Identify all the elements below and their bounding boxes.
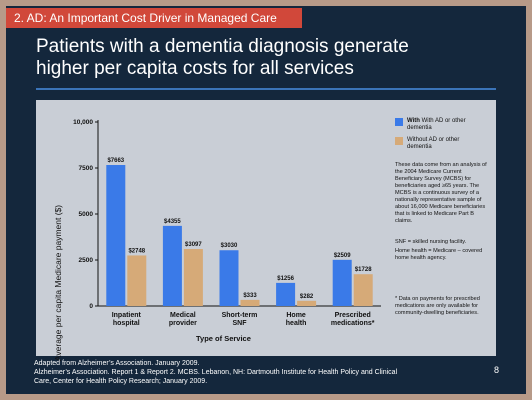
data-label-with-ad: $2509 <box>334 253 351 259</box>
bar-chart: 0 2500 5000 7500 10,000 $7663 $2748 Inpatientho… <box>73 119 381 327</box>
y-tick-label: 7500 <box>79 165 94 172</box>
title-divider <box>36 88 496 90</box>
footer-source-1: Adapted from Alzheimer’s Association. Ja… <box>34 360 200 367</box>
category-label: SNF <box>233 320 248 327</box>
bar-without-ad <box>297 300 317 306</box>
bar-with-ad <box>332 259 352 306</box>
category-label: health <box>286 320 307 327</box>
data-label-with-ad: $1256 <box>277 276 294 282</box>
legend-with-ad-line2: dementia <box>407 125 432 131</box>
survey-note: These data come from an analysis of the … <box>395 162 487 224</box>
footer-source-line-2: Alzheimer’s Association. Report 1 & Repo… <box>34 369 398 376</box>
chart-panel: 0 2500 5000 7500 10,000 $7663 $2748 Inpatient ho… <box>36 100 496 361</box>
data-label-without-ad: $333 <box>243 293 257 299</box>
bar-with-ad <box>106 165 126 306</box>
prescribed-note: * Data on payments for prescribed medica… <box>395 296 480 316</box>
bar-with-ad <box>276 282 296 306</box>
bar-with-ad <box>162 225 182 306</box>
data-label-without-ad: $1728 <box>355 267 372 273</box>
home-health-note: Home health = Medicare – covered home he… <box>395 248 483 261</box>
legend-with-ad-text: With AD or other <box>421 118 466 124</box>
y-tick-label: 2500 <box>79 257 94 264</box>
x-axis-label: Type of Service <box>196 334 251 343</box>
category-label: hospital <box>113 320 140 327</box>
snf-note: SNF = skilled nursing facility. <box>395 239 467 245</box>
data-label-without-ad: $282 <box>300 294 314 300</box>
category-label: Prescribed <box>335 312 371 319</box>
category-label: Home <box>286 312 306 319</box>
legend-swatch-without-ad <box>395 137 403 145</box>
category-label: Medical <box>170 312 196 319</box>
title-line-1: Patients with a dementia diagnosis gener… <box>36 36 409 57</box>
legend-label-without-ad: Without AD or other dementia <box>407 137 487 151</box>
bar-without-ad <box>127 255 147 306</box>
category-label: Inpatient <box>112 312 142 319</box>
y-tick-label: 10,000 <box>73 119 93 126</box>
footer-source-line-3: Care, Center for Health Policy Research;… <box>34 377 208 385</box>
data-label-with-ad: $7663 <box>107 158 124 164</box>
footer-source-2: Alzheimer’s Association. Report 1 & Repo… <box>34 369 484 386</box>
title-line-2: higher per capita costs for all services <box>36 58 354 79</box>
category-label: medications* <box>331 320 375 327</box>
y-axis-label: Average per capita Medicare payment ($) <box>53 204 63 362</box>
data-label-without-ad: $2748 <box>128 248 145 254</box>
y-tick-label: 5000 <box>79 211 94 218</box>
bar-without-ad <box>240 299 260 306</box>
slide-title: Patients with a dementia diagnosis gener… <box>36 36 506 80</box>
bar-without-ad <box>183 249 203 306</box>
bar-with-ad <box>219 250 239 306</box>
data-label-with-ad: $4355 <box>164 219 181 225</box>
category-label: Short-term <box>222 312 258 319</box>
section-tag: 2. AD: An Important Cost Driver in Manag… <box>6 8 302 28</box>
bar-without-ad <box>353 274 373 306</box>
y-tick-label: 0 <box>89 303 93 310</box>
legend-swatch-with-ad <box>395 118 403 126</box>
legend-without-ad-text: Without AD or other <box>407 137 460 143</box>
category-label: provider <box>169 320 197 327</box>
data-label-with-ad: $3030 <box>221 243 238 249</box>
data-label-without-ad: $3097 <box>185 242 202 248</box>
legend-without-ad-line2: dementia <box>407 144 432 150</box>
page-number: 8 <box>494 365 500 375</box>
legend-label-with-ad: With With AD or other dementia <box>407 118 487 132</box>
